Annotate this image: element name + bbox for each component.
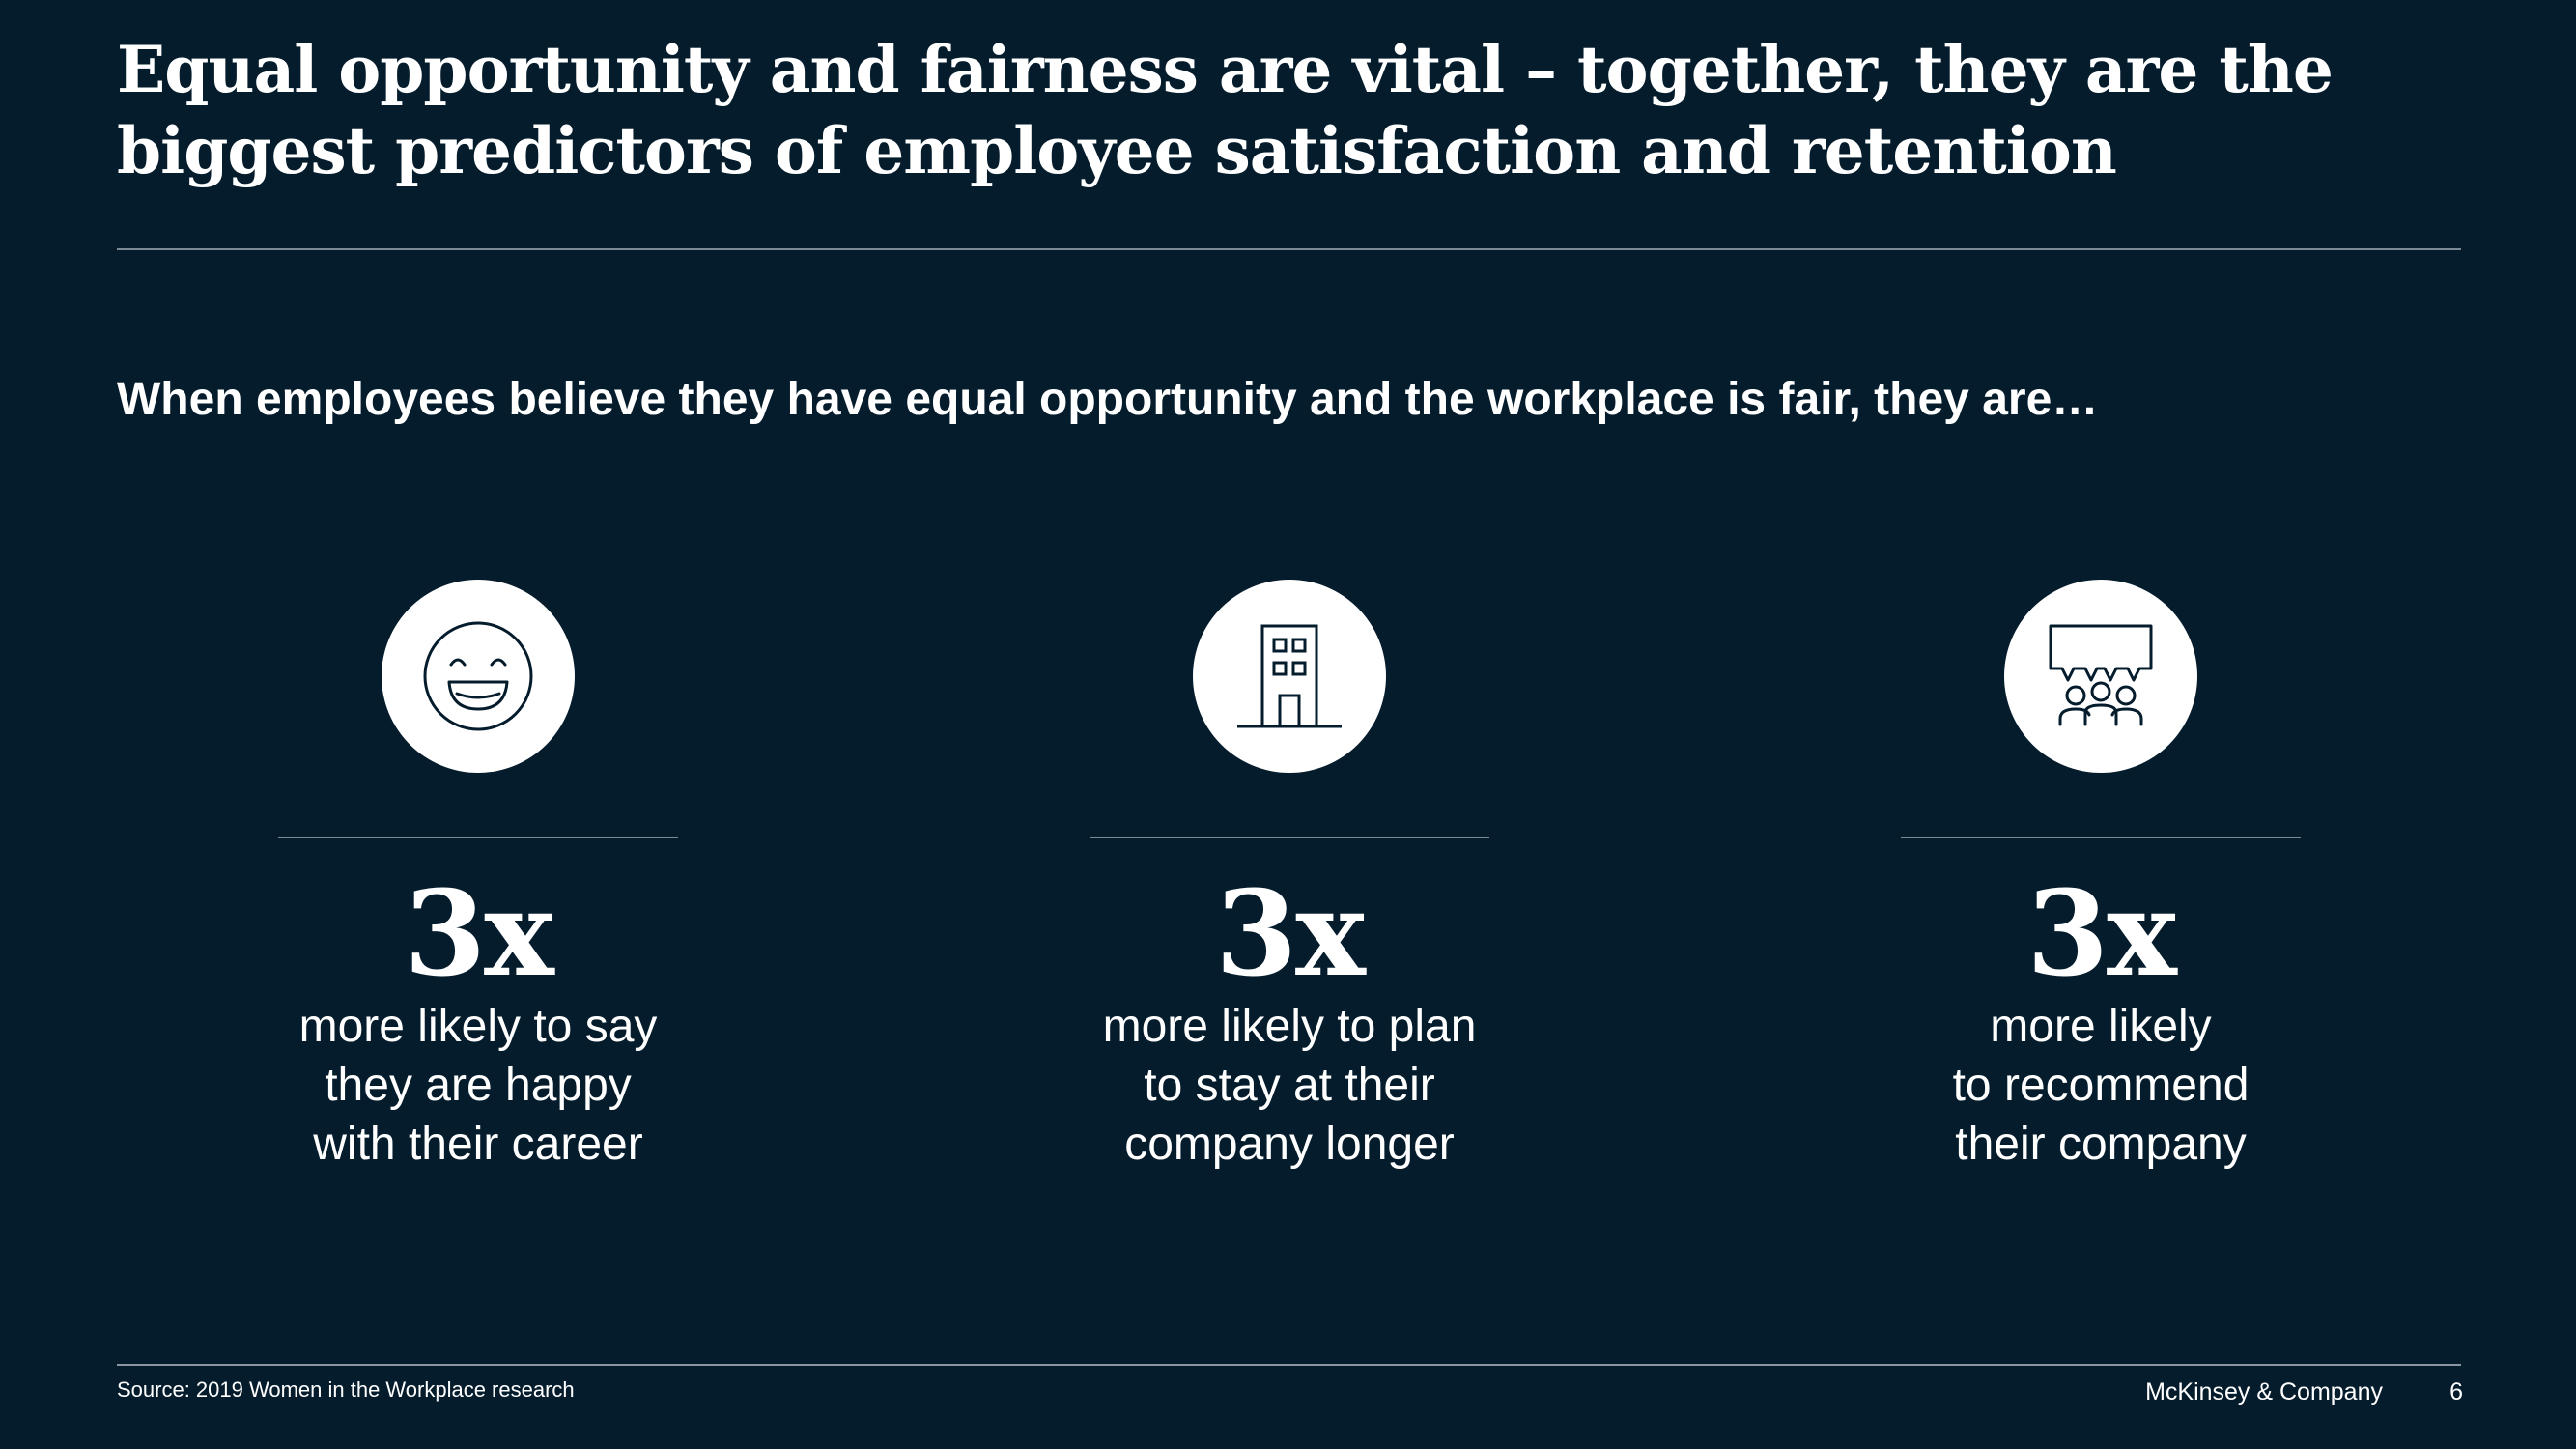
stat-description: more likely to plan to stay at their com…	[1090, 997, 1489, 1174]
page-number: 6	[2449, 1378, 2463, 1406]
stat-description-line: to recommend	[1952, 1060, 2250, 1111]
title-divider	[117, 248, 2461, 250]
stat-description-line: more likely to plan	[1102, 1001, 1477, 1052]
stat-card-recommend: 3x more likely to recommend their compan…	[1901, 580, 2301, 1174]
slide-title: Equal opportunity and fairness are vital…	[117, 29, 2454, 191]
stat-description-line: their company	[1955, 1119, 2247, 1170]
stat-divider	[1901, 837, 2301, 838]
smiley-face-icon	[382, 580, 575, 773]
slide-subtitle: When employees believe they have equal o…	[117, 374, 2099, 425]
stat-multiplier: 3x	[2026, 864, 2177, 1003]
stat-divider	[278, 837, 678, 838]
stat-divider	[1090, 837, 1489, 838]
stat-multiplier: 3x	[1215, 864, 1366, 1003]
brand-name: McKinsey & Company	[2145, 1378, 2383, 1406]
stat-card-career-happiness: 3x more likely to say they are happy wit…	[278, 580, 678, 1174]
stat-description: more likely to say they are happy with t…	[278, 997, 678, 1174]
stat-description: more likely to recommend their company	[1901, 997, 2301, 1174]
stat-description-line: more likely	[1990, 1001, 2212, 1052]
stat-card-retention: 3x more likely to plan to stay at their …	[1090, 580, 1489, 1174]
stat-description-line: with their career	[313, 1119, 643, 1170]
stat-description-line: to stay at their	[1144, 1060, 1435, 1111]
slide-title-line-2: biggest predictors of employee satisfact…	[117, 113, 2117, 188]
stat-description-line: they are happy	[325, 1060, 632, 1111]
slide-title-line-1: Equal opportunity and fairness are vital…	[117, 32, 2334, 107]
stat-multiplier: 3x	[404, 864, 554, 1003]
footer-divider	[117, 1364, 2461, 1366]
source-note: Source: 2019 Women in the Workplace rese…	[117, 1378, 575, 1402]
stat-description-line: more likely to say	[298, 1001, 658, 1052]
office-building-icon	[1193, 580, 1386, 773]
stat-description-line: company longer	[1124, 1119, 1455, 1170]
group-speech-bubble-icon	[2004, 580, 2197, 773]
